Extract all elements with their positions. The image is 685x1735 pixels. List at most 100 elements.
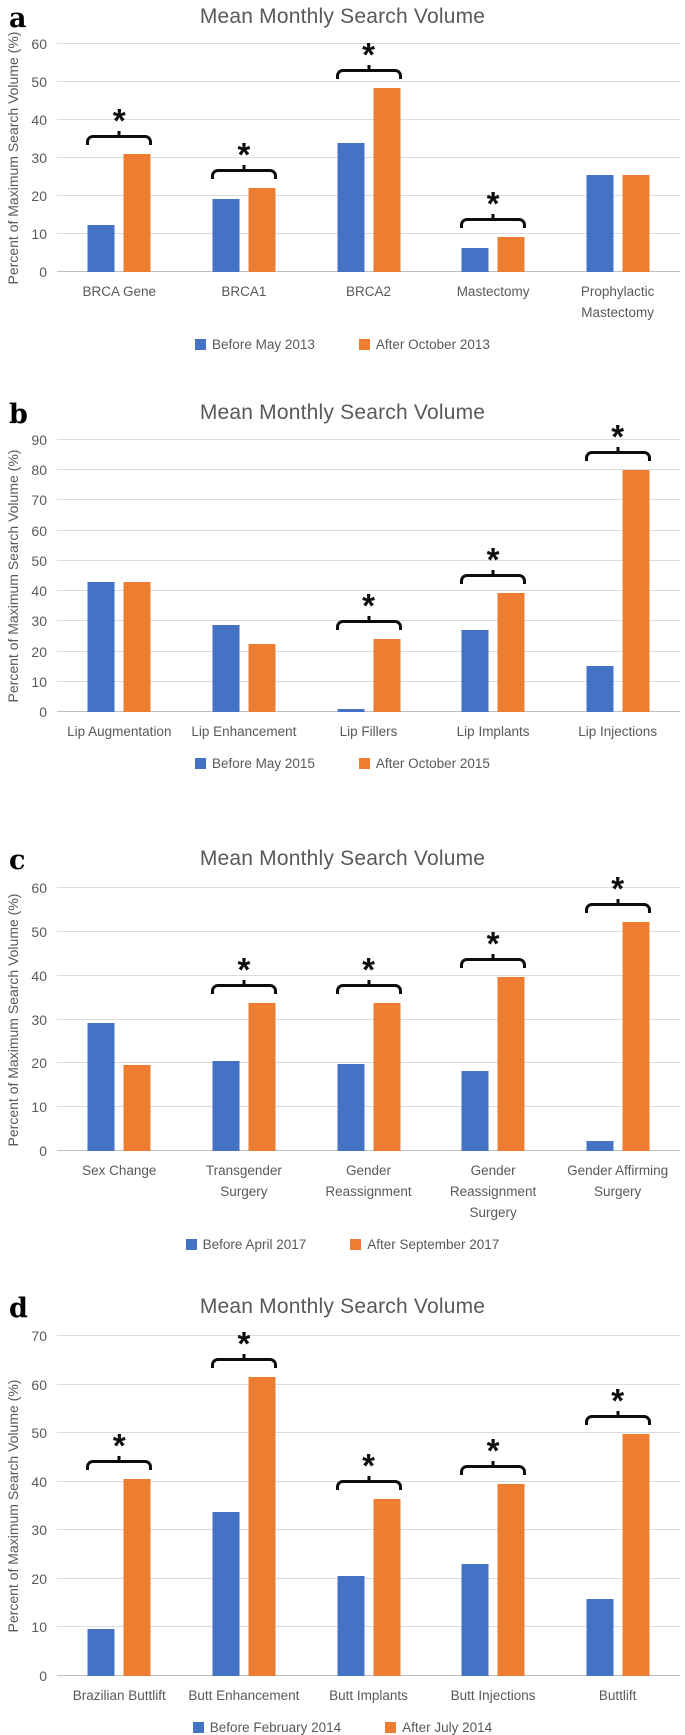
gridline bbox=[57, 529, 680, 531]
significance-bracket bbox=[86, 1460, 153, 1471]
x-axis-label: Butt Implants bbox=[329, 1688, 408, 1703]
significance-asterisk: * bbox=[611, 418, 625, 456]
panel-d: d Mean Monthly Search Volume Percent of … bbox=[0, 1242, 685, 1735]
bar-after bbox=[248, 1376, 276, 1676]
significance-asterisk: * bbox=[237, 950, 251, 988]
legend: Before May 2013 After October 2013 bbox=[0, 337, 685, 352]
legend-swatch bbox=[350, 1238, 362, 1250]
significance-asterisk: * bbox=[112, 1427, 126, 1465]
x-axis-label: Transgender Surgery bbox=[205, 1163, 282, 1199]
gridline bbox=[57, 499, 680, 501]
gridline bbox=[57, 81, 680, 82]
bar-after bbox=[622, 470, 650, 712]
y-tick-label: 30 bbox=[31, 1522, 47, 1539]
gridline bbox=[57, 1018, 680, 1020]
legend-label: Before May 2013 bbox=[212, 336, 315, 352]
y-axis-title: Percent of Maximum Search Volume (%) bbox=[5, 31, 21, 285]
bar-after bbox=[123, 1065, 151, 1151]
x-axis-label: Lip Fillers bbox=[339, 724, 398, 739]
bar-after bbox=[497, 592, 525, 712]
bar-group bbox=[461, 888, 525, 1151]
bar-group bbox=[212, 888, 276, 1151]
bar-after bbox=[497, 977, 525, 1151]
bar-group bbox=[87, 1336, 151, 1676]
significance-bracket bbox=[584, 902, 651, 913]
significance-bracket bbox=[584, 451, 651, 462]
significance-bracket bbox=[460, 1465, 527, 1476]
significance-asterisk: * bbox=[362, 950, 375, 988]
bar-group bbox=[586, 888, 650, 1151]
bar-group bbox=[212, 44, 276, 272]
y-tick-label: 10 bbox=[31, 226, 47, 242]
y-tick-label: 50 bbox=[31, 923, 47, 940]
y-tick-label: 60 bbox=[31, 1376, 47, 1393]
bar-before bbox=[586, 1599, 614, 1676]
chart-area: Percent of Maximum Search Volume (%) 0 10… bbox=[0, 32, 685, 284]
gridline bbox=[57, 43, 680, 44]
gridline bbox=[57, 119, 680, 120]
bar-before bbox=[87, 1629, 115, 1676]
significance-bracket bbox=[86, 135, 153, 146]
significance-asterisk: * bbox=[237, 1324, 251, 1362]
panel-letter: b bbox=[9, 399, 28, 430]
significance-asterisk: * bbox=[112, 102, 126, 140]
significance-asterisk: * bbox=[362, 1446, 375, 1484]
legend-item-before: Before February 2014 bbox=[192, 1719, 342, 1735]
x-axis-labels: Lip Augmentation Lip Enhancement Lip Fille… bbox=[57, 722, 680, 743]
chart-area: Percent of Maximum Search Volume (%) 0 10… bbox=[0, 872, 685, 1159]
plot-area: 0 10 20 30 40 50 60 * * * * bbox=[31, 36, 680, 280]
significance-bracket bbox=[335, 1479, 402, 1490]
bar-before bbox=[586, 666, 614, 712]
y-tick-label: 70 bbox=[31, 1328, 47, 1344]
y-tick-label: 50 bbox=[31, 552, 47, 569]
x-axis-label: Prophylactic Mastectomy bbox=[580, 284, 655, 320]
bar-after bbox=[497, 237, 525, 272]
bar-after bbox=[373, 1002, 400, 1151]
legend-item-after: After July 2014 bbox=[385, 1720, 492, 1735]
x-axis-label: BRCA2 bbox=[345, 284, 391, 299]
bar-group bbox=[212, 440, 276, 712]
bar-after bbox=[622, 1434, 650, 1676]
x-axis-label: Buttlift bbox=[598, 1688, 637, 1703]
legend-item-before: Before May 2013 bbox=[195, 337, 315, 352]
bar-before bbox=[87, 224, 115, 272]
bar-before bbox=[87, 1023, 115, 1151]
y-tick-label: 10 bbox=[31, 1619, 47, 1636]
y-tick-label: 30 bbox=[31, 150, 47, 166]
bar-group bbox=[337, 440, 400, 712]
chart-area: Percent of Maximum Search Volume (%) 0 10… bbox=[0, 420, 685, 720]
bar-after bbox=[373, 87, 400, 272]
gridline bbox=[57, 887, 680, 888]
gridline bbox=[57, 1062, 680, 1064]
bar-group bbox=[337, 1336, 400, 1676]
gridline bbox=[57, 1150, 680, 1151]
y-tick-label: 0 bbox=[39, 264, 47, 280]
significance-asterisk: * bbox=[486, 1432, 500, 1470]
x-axis-label: BRCA Gene bbox=[82, 284, 157, 299]
legend-label: After October 2013 bbox=[375, 336, 490, 352]
panel-letter: d bbox=[9, 1293, 28, 1324]
significance-bracket bbox=[335, 620, 402, 631]
legend-label: Before February 2014 bbox=[209, 1719, 342, 1735]
x-axis-label: BRCA1 bbox=[221, 284, 267, 299]
legend: Before February 2014 After July 2014 bbox=[0, 1720, 685, 1735]
y-tick-label: 10 bbox=[31, 673, 47, 690]
y-axis-title: Percent of Maximum Search Volume (%) bbox=[5, 1379, 21, 1633]
x-axis-label: Brazilian Buttlift bbox=[72, 1688, 166, 1703]
bar-group bbox=[87, 44, 151, 272]
gridline bbox=[57, 439, 680, 440]
bar-before bbox=[461, 1071, 489, 1151]
gridline bbox=[57, 1529, 680, 1531]
bar-after bbox=[497, 1484, 525, 1676]
bar-before bbox=[337, 142, 364, 272]
x-axis-labels: Sex Change Transgender Surgery Gender Reas… bbox=[57, 1161, 680, 1224]
y-tick-label: 20 bbox=[31, 1570, 47, 1587]
y-tick-label: 60 bbox=[31, 522, 47, 539]
bar-after bbox=[248, 644, 276, 712]
legend-swatch bbox=[358, 757, 370, 769]
gridline bbox=[57, 271, 680, 272]
chart-area: Percent of Maximum Search Volume (%) 0 10… bbox=[0, 1324, 685, 1684]
significance-asterisk: * bbox=[362, 587, 375, 625]
gridline bbox=[57, 650, 680, 652]
legend-swatch bbox=[195, 338, 207, 350]
